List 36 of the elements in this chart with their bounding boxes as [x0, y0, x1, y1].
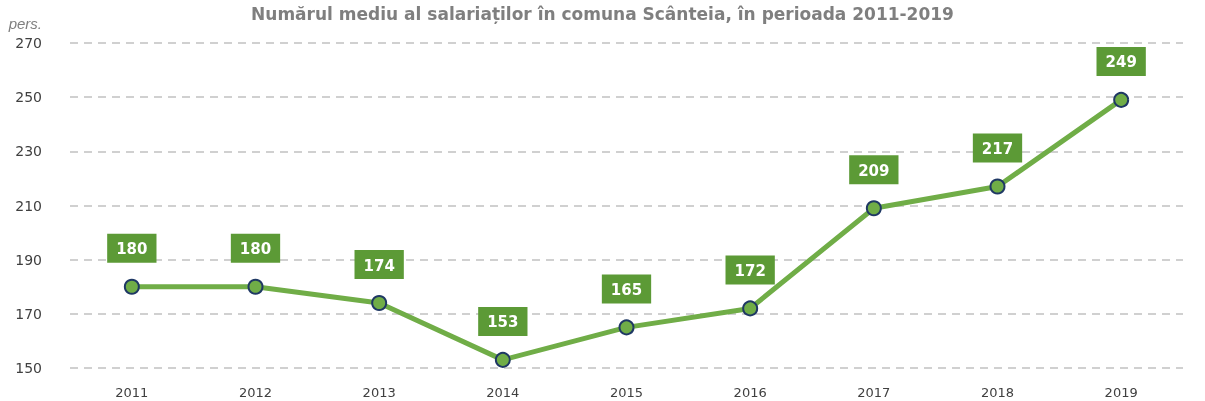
y-tick-label: 210: [15, 197, 42, 214]
y-tick-label: 170: [15, 305, 42, 322]
point: [1113, 91, 1130, 108]
chart-title: Numărul mediu al salariaților în comuna Scânteia, în perioada 2011-2019: [251, 3, 954, 24]
data-label: 180: [116, 240, 148, 259]
x-tick-label: 2015: [609, 385, 644, 400]
data-label: 249: [1105, 53, 1137, 72]
x-tick-label: 2014: [486, 385, 520, 400]
y-axis-title: pers.: [7, 15, 42, 32]
data-label: 165: [610, 280, 643, 299]
point: [247, 278, 264, 295]
x-tick-label: 2013: [362, 385, 396, 400]
y-tick-label: 270: [15, 35, 42, 51]
data-label: 217: [981, 140, 1014, 159]
x-tick-label: 2017: [857, 385, 891, 400]
point: [618, 319, 635, 336]
point: [123, 278, 140, 295]
y-tick-label: 230: [15, 143, 42, 160]
point: [989, 178, 1006, 195]
y-tick-label: 150: [15, 360, 42, 376]
point: [742, 300, 759, 317]
point: [494, 351, 511, 368]
x-tick-label: 2019: [1104, 385, 1138, 400]
data-label: 172: [734, 261, 766, 280]
y-tick-label: 250: [15, 89, 42, 106]
data-label: 209: [858, 161, 890, 180]
data-label: 180: [239, 240, 272, 259]
data-label: 174: [363, 256, 395, 275]
point: [865, 200, 882, 217]
x-tick-label: 2012: [238, 385, 273, 400]
x-tick-label: 2011: [115, 385, 149, 400]
x-tick-label: 2018: [980, 385, 1015, 400]
point: [371, 295, 388, 311]
x-tick-label: 2016: [733, 385, 767, 400]
data-label: 153: [487, 313, 519, 332]
y-tick-label: 190: [15, 251, 42, 268]
